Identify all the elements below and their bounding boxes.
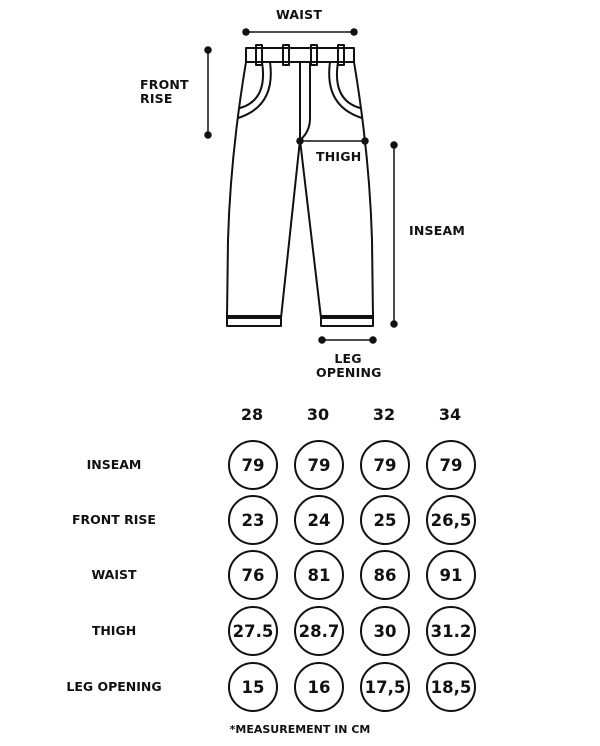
value-circle: 17,5 [360,662,410,712]
waist-label: WAIST [276,7,323,22]
table-row-thigh: THIGH 27.5 28.7 30 31.2 [0,606,600,660]
belt-loop [337,44,345,66]
value-circle: 79 [360,440,410,490]
belt-loop [255,44,263,66]
left-leg [226,61,301,319]
row-label: INSEAM [86,457,142,472]
measurement-footnote: *MEASUREMENT IN CM [229,723,371,736]
value-circle: 15 [228,662,278,712]
left-cuff [226,315,282,327]
thigh-label: THIGH [316,149,362,164]
size-header: 30 [306,405,330,424]
size-header: 32 [372,405,396,424]
front-rise-label: FRONT RISE [140,77,189,106]
value-circle: 79 [228,440,278,490]
value-circle: 23 [228,495,278,545]
size-header: 28 [240,405,264,424]
table-row-inseam: INSEAM 79 79 79 79 [0,440,600,494]
value-circle: 30 [360,606,410,656]
pants-diagram: WAIST FRONT RISE THIGH INSEAM LEG OPENIN… [140,7,465,380]
table-row-waist: WAIST 76 81 86 91 [0,550,600,604]
row-label: LEG OPENING [66,679,162,694]
value-circle: 31.2 [426,606,476,656]
value-circle: 81 [294,550,344,600]
value-circle: 28.7 [294,606,344,656]
row-label: FRONT RISE [72,512,156,527]
inseam-label: INSEAM [409,223,465,238]
belt-loop [310,44,318,66]
size-header-row: 28 30 32 34 [0,405,600,427]
value-circle: 25 [360,495,410,545]
row-label: THIGH [91,623,137,638]
table-row-front-rise: FRONT RISE 23 24 25 26,5 [0,495,600,549]
leg-opening-label: LEG OPENING [316,351,382,380]
row-label: WAIST [91,567,137,582]
value-circle: 79 [426,440,476,490]
value-circle: 24 [294,495,344,545]
value-circle: 26,5 [426,495,476,545]
value-circle: 79 [294,440,344,490]
value-circle: 91 [426,550,476,600]
right-cuff [320,315,374,327]
belt-loop [282,44,290,66]
pants-illustration [204,28,398,344]
value-circle: 76 [228,550,278,600]
value-circle: 18,5 [426,662,476,712]
value-circle: 86 [360,550,410,600]
table-row-leg-opening: LEG OPENING 15 16 17,5 18,5 [0,662,600,716]
right-leg [299,61,374,319]
value-circle: 27.5 [228,606,278,656]
size-header: 34 [438,405,462,424]
value-circle: 16 [294,662,344,712]
